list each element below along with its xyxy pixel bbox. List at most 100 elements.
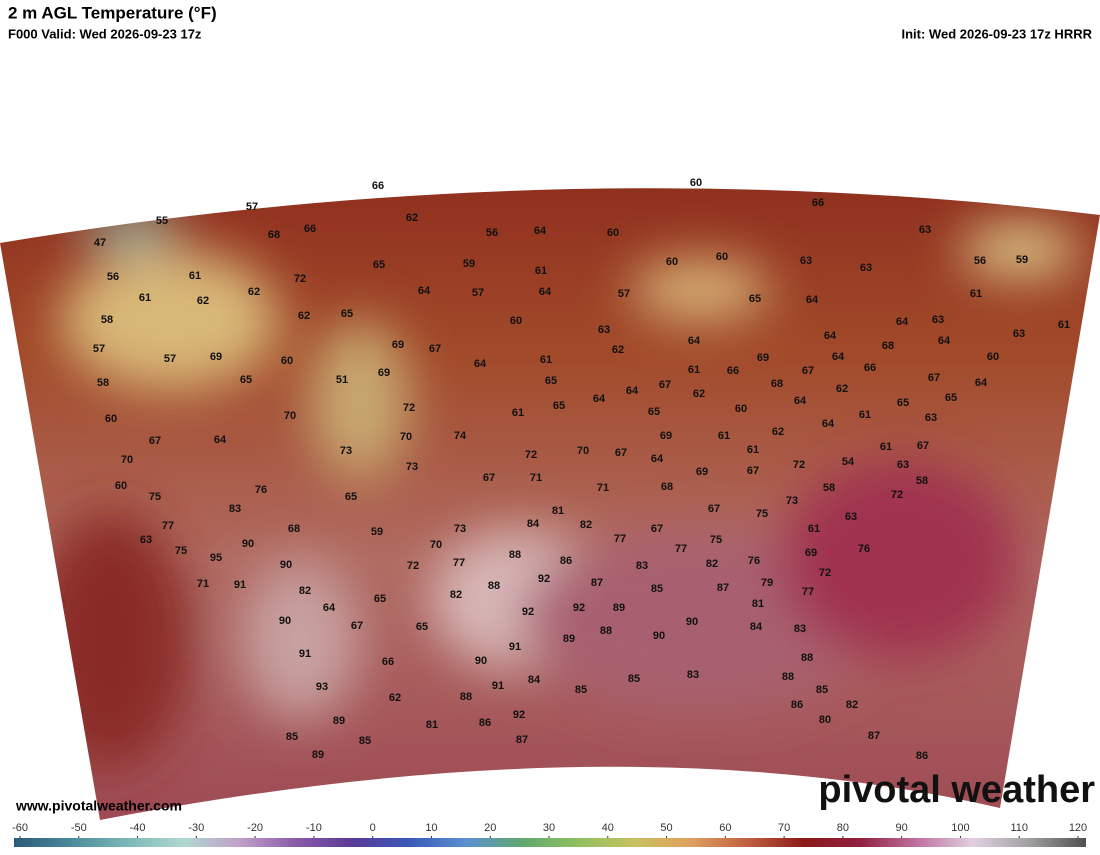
station-temperature: 75 [756, 508, 768, 520]
station-temperature: 65 [240, 374, 252, 386]
station-temperature: 57 [472, 287, 484, 299]
station-temperature: 62 [772, 426, 784, 438]
station-temperature: 70 [430, 539, 442, 551]
station-temperature: 81 [426, 719, 438, 731]
station-temperature: 68 [771, 378, 783, 390]
station-temperature: 82 [846, 699, 858, 711]
station-temperature: 58 [916, 475, 928, 487]
station-temperature: 63 [860, 262, 872, 274]
station-temperature: 64 [822, 418, 835, 430]
station-temperature: 84 [750, 621, 763, 633]
station-temperature: 69 [757, 352, 769, 364]
station-temperature: 68 [268, 229, 280, 241]
station-temperature: 60 [735, 403, 747, 415]
station-temperature: 86 [560, 555, 572, 567]
station-temperature: 89 [613, 602, 625, 614]
station-temperature: 72 [403, 402, 415, 414]
station-temperature: 59 [463, 258, 475, 270]
site-url[interactable]: www.pivotalweather.com [15, 798, 182, 814]
station-temperature: 75 [710, 534, 722, 546]
station-temperature: 81 [552, 505, 564, 517]
station-temperature: 64 [794, 395, 807, 407]
station-temperature: 88 [801, 652, 813, 664]
station-temperature: 66 [864, 362, 876, 374]
station-temperature: 60 [115, 480, 127, 492]
station-temperature: 85 [651, 583, 663, 595]
station-temperature: 62 [389, 692, 401, 704]
station-temperature: 82 [450, 589, 462, 601]
station-temperature: 56 [107, 271, 119, 283]
station-temperature: 92 [538, 573, 550, 585]
station-temperature: 60 [690, 177, 702, 189]
station-temperature: 64 [593, 393, 606, 405]
station-temperature: 66 [372, 180, 384, 192]
station-temperature: 72 [294, 273, 306, 285]
station-temperature: 64 [418, 285, 431, 297]
station-temperature: 89 [333, 715, 345, 727]
station-temperature: 65 [341, 308, 353, 320]
station-temperature: 65 [648, 406, 660, 418]
station-temperature: 64 [896, 316, 909, 328]
station-temperature: 70 [577, 445, 589, 457]
station-temperature: 72 [793, 459, 805, 471]
station-temperature: 86 [479, 717, 491, 729]
station-temperature: 60 [281, 355, 293, 367]
station-temperature: 61 [512, 407, 524, 419]
station-temperature: 89 [563, 633, 575, 645]
station-temperature: 77 [162, 520, 174, 532]
station-temperature: 59 [1016, 254, 1028, 266]
station-temperature: 47 [94, 237, 106, 249]
station-temperature: 64 [626, 385, 639, 397]
colorbar-tick-label: -60 [12, 822, 28, 834]
station-temperature: 63 [800, 255, 812, 267]
station-temperature: 67 [651, 523, 663, 535]
station-temperature: 74 [454, 430, 467, 442]
station-temperature: 79 [761, 577, 773, 589]
station-temperature: 61 [970, 288, 982, 300]
station-temperature: 82 [299, 585, 311, 597]
station-temperature: 90 [686, 616, 698, 628]
station-temperature: 73 [454, 523, 466, 535]
colorbar-tick-label: 10 [425, 822, 437, 834]
station-temperature: 70 [400, 431, 412, 443]
station-temperature: 81 [752, 598, 764, 610]
station-temperature: 66 [304, 223, 316, 235]
station-temperature: 87 [591, 577, 603, 589]
station-temperature: 67 [802, 365, 814, 377]
colorbar-tick-label: -20 [247, 822, 263, 834]
station-temperature: 88 [509, 549, 521, 561]
station-temperature: 87 [516, 734, 528, 746]
station-temperature: 64 [214, 434, 227, 446]
station-temperature: 62 [693, 388, 705, 400]
station-temperature: 63 [919, 224, 931, 236]
station-temperature: 64 [975, 377, 988, 389]
colorbar-tick-label: 0 [370, 822, 376, 834]
station-temperature: 85 [628, 673, 640, 685]
station-temperature: 91 [234, 579, 246, 591]
station-temperature: 60 [105, 413, 117, 425]
station-temperature: 80 [819, 714, 831, 726]
station-temperature: 84 [528, 674, 541, 686]
station-temperature: 56 [486, 227, 498, 239]
colorbar-tick-label: 30 [543, 822, 555, 834]
station-temperature: 86 [916, 750, 928, 762]
station-temperature: 68 [288, 523, 300, 535]
station-temperature: 77 [802, 586, 814, 598]
station-temperature: 85 [816, 684, 828, 696]
station-temperature: 67 [917, 440, 929, 452]
station-temperature: 90 [280, 559, 292, 571]
station-temperature: 65 [374, 593, 386, 605]
station-temperature: 85 [575, 684, 587, 696]
station-temperature: 65 [345, 491, 357, 503]
colorbar-tick-label: 120 [1069, 822, 1087, 834]
colorbar-tick-label: -10 [306, 822, 322, 834]
station-temperature: 83 [636, 560, 648, 572]
valid-time: F000 Valid: Wed 2026-09-23 17z [8, 26, 202, 41]
station-temperature: 66 [727, 365, 739, 377]
station-temperature: 72 [819, 567, 831, 579]
station-temperature: 63 [140, 534, 152, 546]
station-temperature: 91 [509, 641, 521, 653]
station-temperature: 85 [286, 731, 298, 743]
station-temperature: 67 [615, 447, 627, 459]
